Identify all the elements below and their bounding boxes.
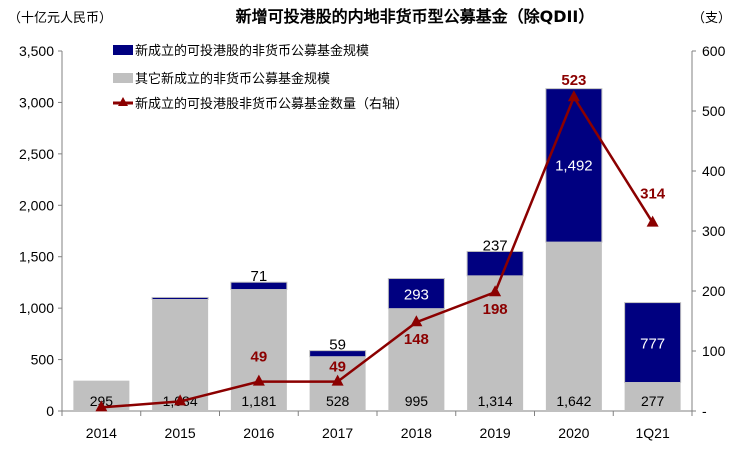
right-tick-label: 400 bbox=[702, 163, 726, 179]
count-marker bbox=[174, 394, 187, 406]
bar-other bbox=[230, 289, 287, 411]
left-axis-unit: （十亿元人民币） bbox=[8, 11, 112, 26]
bar-hk-eligible-label: 777 bbox=[640, 336, 665, 353]
count-marker bbox=[567, 90, 580, 102]
bar-hk-eligible bbox=[151, 296, 209, 301]
left-tick-label: 500 bbox=[31, 352, 55, 368]
left-tick-label: 1,500 bbox=[19, 249, 54, 265]
count-marker bbox=[252, 374, 265, 386]
right-tick-label: - bbox=[702, 403, 707, 419]
x-tick-label: 2018 bbox=[401, 425, 432, 441]
left-tick-label: 3,000 bbox=[19, 94, 54, 110]
count-marker bbox=[489, 285, 502, 297]
bar-hk-eligible bbox=[309, 350, 367, 358]
bar-other-label: 1,181 bbox=[241, 393, 276, 409]
count-line bbox=[101, 94, 654, 409]
legend-swatch-other bbox=[113, 73, 133, 83]
count-label: 314 bbox=[640, 186, 666, 203]
bar-other bbox=[624, 382, 681, 411]
left-tick-label: 3,500 bbox=[19, 43, 54, 59]
count-marker bbox=[410, 315, 423, 327]
count-label: 49 bbox=[329, 359, 346, 376]
bar-hk-eligible bbox=[230, 281, 288, 291]
left-tick-label: 0 bbox=[46, 403, 54, 419]
count-label: 148 bbox=[404, 331, 429, 348]
legend-swatch-count-marker bbox=[118, 97, 128, 106]
right-tick-label: 600 bbox=[702, 43, 726, 59]
bar-hk-eligible-label: 71 bbox=[251, 268, 268, 285]
count-label: 49 bbox=[251, 349, 268, 366]
bar-hk-eligible-label: 293 bbox=[404, 287, 429, 304]
bar-other bbox=[152, 299, 209, 411]
x-tick-label: 2016 bbox=[243, 425, 274, 441]
bar-other-label: 1,314 bbox=[478, 393, 513, 409]
left-tick-label: 1,000 bbox=[19, 300, 54, 316]
count-marker bbox=[646, 215, 659, 227]
bar-other-label: 277 bbox=[641, 393, 665, 409]
x-tick-label: 2014 bbox=[86, 425, 117, 441]
count-label: 523 bbox=[561, 72, 586, 89]
bar-hk-eligible-label: 237 bbox=[483, 237, 508, 254]
chart-title: 新增可投港股的内地非货币型公募基金（除QDII） bbox=[236, 7, 595, 26]
count-label: 198 bbox=[483, 301, 508, 318]
bar-hk-eligible bbox=[387, 278, 445, 310]
bar-other bbox=[545, 242, 602, 411]
right-tick-label: 300 bbox=[702, 223, 726, 239]
legend-label-other: 其它新成立的非货币公募基金规模 bbox=[135, 71, 330, 87]
x-tick-label: 2015 bbox=[165, 425, 196, 441]
legend-label-hk-eligible: 新成立的可投港股的非货币公募基金规模 bbox=[135, 43, 369, 59]
x-tick-label: 2020 bbox=[558, 425, 589, 441]
bar-other-label: 995 bbox=[405, 393, 429, 409]
right-tick-label: 100 bbox=[702, 343, 726, 359]
bar-hk-eligible bbox=[624, 302, 682, 384]
x-tick-label: 2017 bbox=[322, 425, 353, 441]
count-marker bbox=[95, 400, 108, 412]
count-marker bbox=[331, 374, 344, 386]
x-tick-label: 2019 bbox=[480, 425, 511, 441]
bar-hk-eligible bbox=[466, 250, 524, 277]
right-tick-label: 500 bbox=[702, 103, 726, 119]
left-tick-label: 2,000 bbox=[19, 197, 54, 213]
bar-other-label: 528 bbox=[326, 393, 350, 409]
legend-swatch-hk-eligible bbox=[113, 45, 133, 55]
left-tick-label: 2,500 bbox=[19, 146, 54, 162]
legend: 新成立的可投港股的非货币公募基金规模 其它新成立的非货币公募基金规模 新成立的可… bbox=[113, 43, 408, 112]
right-axis-unit: （支） bbox=[692, 11, 731, 26]
legend-label-count: 新成立的可投港股非货币公募基金数量（右轴） bbox=[135, 96, 408, 112]
bar-hk-eligible-label: 1,492 bbox=[555, 158, 593, 175]
bar-hk-eligible-label: 59 bbox=[329, 337, 346, 354]
x-tick-label: 1Q21 bbox=[636, 425, 670, 441]
bar-hk-eligible bbox=[545, 88, 603, 243]
bar-other-label: 1,642 bbox=[556, 393, 591, 409]
right-tick-label: 200 bbox=[702, 283, 726, 299]
